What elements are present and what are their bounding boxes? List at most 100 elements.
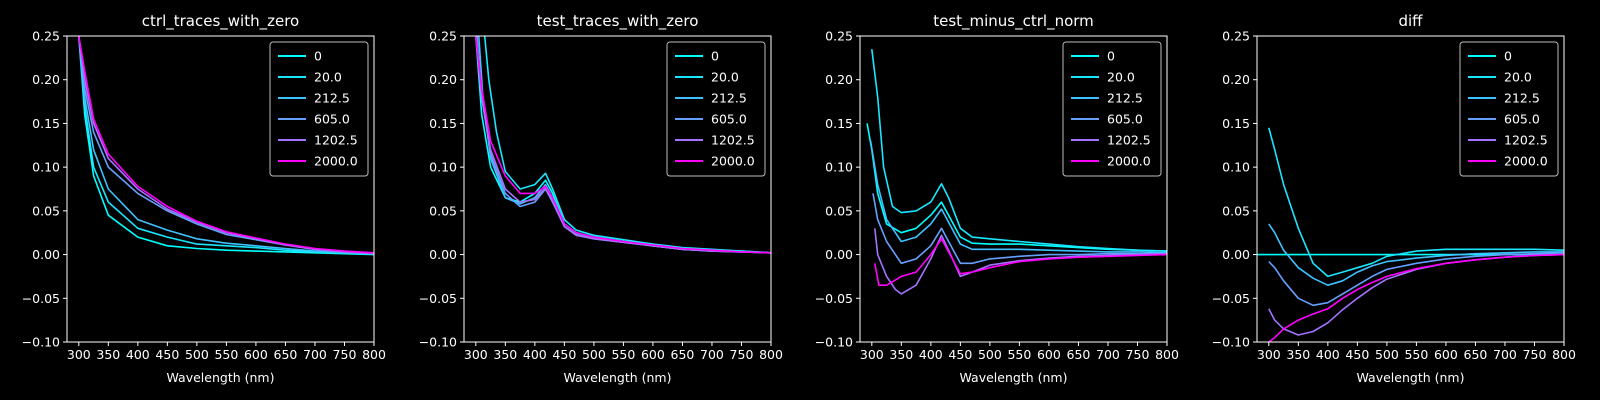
x-axis-label: Wavelength (nm) bbox=[167, 370, 275, 385]
y-tick-label: 0.05 bbox=[1222, 203, 1250, 218]
x-axis-label: Wavelength (nm) bbox=[960, 370, 1068, 385]
x-tick-label: 500 bbox=[1375, 347, 1399, 362]
x-tick-label: 550 bbox=[611, 347, 635, 362]
y-tick-label: 0.00 bbox=[1222, 247, 1250, 262]
x-tick-label: 650 bbox=[1067, 347, 1091, 362]
series-line bbox=[78, 36, 374, 256]
series-line bbox=[1268, 223, 1564, 286]
y-tick-label: 0.10 bbox=[429, 160, 457, 175]
y-tick-label: 0.05 bbox=[825, 203, 853, 218]
x-tick-label: 800 bbox=[1552, 347, 1576, 362]
x-tick-label: 750 bbox=[333, 347, 357, 362]
legend-label: 0 bbox=[1107, 49, 1115, 64]
x-tick-label: 350 bbox=[493, 347, 517, 362]
series-line bbox=[1268, 253, 1564, 342]
x-tick-label: 600 bbox=[1037, 347, 1061, 362]
y-tick-label: −0.05 bbox=[22, 291, 60, 306]
plot-frame bbox=[859, 35, 1168, 343]
legend-label: 20.0 bbox=[1107, 70, 1135, 85]
y-tick-label: −0.05 bbox=[1212, 291, 1250, 306]
y-tick-label: 0.15 bbox=[32, 116, 60, 131]
x-tick-label: 600 bbox=[244, 347, 268, 362]
chart-title: ctrl_traces_with_zero bbox=[142, 12, 299, 31]
y-tick-label: 0.15 bbox=[825, 116, 853, 131]
legend-box bbox=[666, 41, 766, 177]
y-tick-label: 0.25 bbox=[825, 29, 853, 44]
series-line bbox=[874, 238, 1167, 286]
x-tick-label: 550 bbox=[1007, 347, 1031, 362]
x-tick-label: 550 bbox=[214, 347, 238, 362]
x-tick-label: 650 bbox=[671, 347, 695, 362]
x-tick-label: 800 bbox=[1155, 347, 1179, 362]
x-tick-label: 700 bbox=[700, 347, 724, 362]
plot-frame bbox=[66, 35, 375, 343]
legend-label: 605.0 bbox=[314, 112, 350, 127]
x-tick-label: 450 bbox=[948, 347, 972, 362]
legend: 0 20.0 212.5 605.0 1202.5 2000.0 bbox=[1062, 41, 1162, 177]
series-line bbox=[1268, 252, 1564, 307]
series-line bbox=[475, 36, 771, 254]
y-tick-label: −0.10 bbox=[419, 335, 457, 350]
x-tick-label: 700 bbox=[1096, 347, 1120, 362]
x-tick-label: 500 bbox=[582, 347, 606, 362]
plot-frame bbox=[1256, 35, 1565, 343]
legend-label: 0 bbox=[314, 49, 322, 64]
chart-panel-2: test_traces_with_zero 300 350 400 450 500 550 6… bbox=[419, 12, 783, 385]
x-tick-label: 350 bbox=[96, 347, 120, 362]
legend-label: 1202.5 bbox=[711, 133, 755, 148]
legend-label: 212.5 bbox=[711, 91, 747, 106]
x-tick-label: 650 bbox=[1464, 347, 1488, 362]
x-tick-label: 450 bbox=[155, 347, 179, 362]
legend-label: 20.0 bbox=[711, 70, 739, 85]
legend-label: 2000.0 bbox=[711, 154, 755, 169]
y-tick-label: 0.05 bbox=[32, 203, 60, 218]
y-tick-label: −0.05 bbox=[815, 291, 853, 306]
y-tick-label: 0.20 bbox=[1222, 72, 1250, 87]
series-line bbox=[78, 36, 374, 255]
series-line bbox=[872, 193, 1167, 265]
chart-panel-3: test_minus_ctrl_norm 300 350 400 450 500 550 60… bbox=[815, 12, 1179, 385]
series-line bbox=[866, 123, 1167, 252]
legend-label: 605.0 bbox=[1504, 112, 1540, 127]
y-tick-label: 0.00 bbox=[32, 247, 60, 262]
x-tick-label: 400 bbox=[1316, 347, 1340, 362]
legend-box bbox=[1062, 41, 1162, 177]
y-tick-label: 0.10 bbox=[825, 160, 853, 175]
chart-title: test_traces_with_zero bbox=[537, 12, 699, 31]
legend-box bbox=[269, 41, 369, 177]
legend-label: 1202.5 bbox=[314, 133, 358, 148]
legend-box bbox=[1459, 41, 1559, 177]
x-tick-label: 600 bbox=[641, 347, 665, 362]
y-tick-label: 0.15 bbox=[1222, 116, 1250, 131]
x-tick-label: 300 bbox=[67, 347, 91, 362]
x-tick-label: 750 bbox=[1126, 347, 1150, 362]
y-tick-label: 0.10 bbox=[1222, 160, 1250, 175]
x-tick-label: 750 bbox=[1523, 347, 1547, 362]
legend: 0 20.0 212.5 605.0 1202.5 2000.0 bbox=[269, 41, 369, 177]
chart-title: diff bbox=[1398, 12, 1423, 30]
x-tick-label: 350 bbox=[889, 347, 913, 362]
x-tick-label: 350 bbox=[1286, 347, 1310, 362]
x-tick-label: 600 bbox=[1434, 347, 1458, 362]
legend-label: 20.0 bbox=[314, 70, 342, 85]
legend-label: 1202.5 bbox=[1107, 133, 1151, 148]
y-tick-label: 0.05 bbox=[429, 203, 457, 218]
legend-label: 2000.0 bbox=[1504, 154, 1548, 169]
x-tick-label: 300 bbox=[464, 347, 488, 362]
chart-title: test_minus_ctrl_norm bbox=[933, 12, 1094, 31]
x-tick-label: 400 bbox=[523, 347, 547, 362]
legend-label: 212.5 bbox=[1107, 91, 1143, 106]
series-line bbox=[78, 36, 374, 254]
x-tick-label: 650 bbox=[274, 347, 298, 362]
legend: 0 20.0 212.5 605.0 1202.5 2000.0 bbox=[666, 41, 766, 177]
legend-label: 2000.0 bbox=[1107, 154, 1151, 169]
x-tick-label: 450 bbox=[1345, 347, 1369, 362]
y-tick-label: −0.10 bbox=[22, 335, 60, 350]
x-tick-label: 800 bbox=[759, 347, 783, 362]
y-tick-label: 0.25 bbox=[429, 29, 457, 44]
legend-label: 20.0 bbox=[1504, 70, 1532, 85]
x-tick-label: 300 bbox=[860, 347, 884, 362]
legend-label: 605.0 bbox=[711, 112, 747, 127]
y-tick-label: 0.15 bbox=[429, 116, 457, 131]
